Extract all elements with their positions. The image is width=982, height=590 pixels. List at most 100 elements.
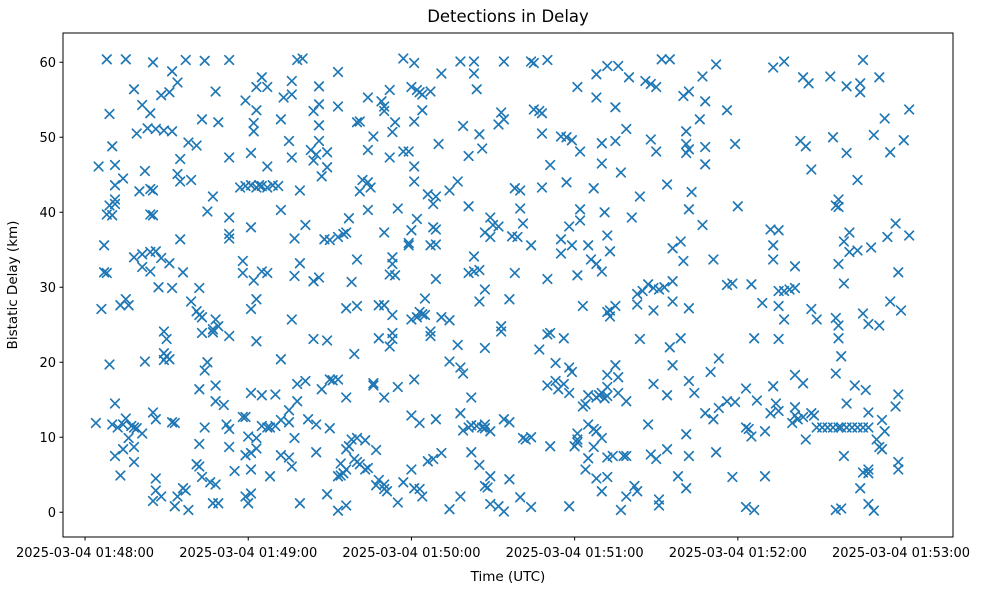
scatter-point-x-marker: [229, 465, 240, 477]
scatter-point-x-marker: [615, 167, 627, 178]
scatter-point-x-marker: [681, 483, 692, 494]
scatter-point-x-marker: [360, 435, 371, 446]
scatter-point-x-marker: [613, 387, 624, 399]
scatter-point-x-marker: [721, 396, 733, 407]
scatter-point-x-marker: [569, 441, 580, 452]
scatter-point-x-marker: [156, 90, 167, 101]
scatter-point-x-marker: [224, 423, 235, 435]
scatter-point-x-marker: [678, 255, 689, 267]
scatter-point-x-marker: [109, 450, 121, 462]
scatter-point-x-marker: [104, 108, 115, 120]
scatter-point-x-marker: [354, 186, 365, 197]
scatter-point-x-marker: [128, 456, 140, 468]
scatter-point-x-marker: [430, 191, 442, 202]
scatter-point-x-marker: [207, 324, 219, 335]
scatter-point-x-marker: [428, 198, 439, 210]
scatter-point-x-marker: [675, 333, 686, 344]
scatter-point-x-marker: [498, 56, 510, 67]
scatter-point-x-marker: [661, 390, 673, 401]
scatter-point-x-marker: [275, 450, 287, 461]
scatter-point-x-marker: [602, 230, 613, 241]
x-tick-label: 2025-03-04 01:49:00: [179, 546, 317, 561]
scatter-point-x-marker: [240, 491, 251, 502]
scatter-point-x-marker: [885, 147, 896, 158]
scatter-point-x-marker: [667, 243, 678, 254]
scatter-point-x-marker: [417, 309, 428, 320]
scatter-point-x-marker: [482, 482, 493, 493]
scatter-point-x-marker: [528, 104, 539, 115]
scatter-point-x-marker: [591, 473, 602, 484]
scatter-point-x-marker: [392, 497, 403, 508]
scatter-point-x-marker: [248, 117, 259, 129]
scatter-point-x-marker: [379, 101, 390, 112]
scatter-point-x-marker: [275, 204, 287, 216]
scatter-point-x-marker: [827, 132, 839, 143]
scatter-point-x-marker: [632, 486, 643, 497]
scatter-point-x-marker: [588, 441, 599, 453]
scatter-point-x-marker: [566, 135, 578, 146]
scatter-point-x-marker: [98, 267, 110, 278]
scatter-point-x-marker: [387, 258, 398, 270]
scatter-point-x-marker: [109, 180, 121, 191]
scatter-point-x-marker: [452, 339, 463, 351]
scatter-point-x-marker: [898, 135, 909, 146]
scatter-point-x-marker: [577, 300, 588, 312]
scatter-point-x-marker: [417, 491, 428, 502]
scatter-point-x-marker: [659, 282, 670, 293]
plot-area: [62, 32, 954, 538]
scatter-point-x-marker: [180, 54, 191, 66]
scatter-point-x-marker: [430, 273, 442, 285]
scatter-point-x-marker: [419, 309, 431, 321]
scatter-point-x-marker: [134, 186, 145, 197]
scatter-point-x-marker: [406, 81, 417, 93]
scatter-point-x-marker: [566, 240, 578, 251]
scatter-point-x-marker: [637, 285, 648, 297]
scatter-point-x-marker: [436, 447, 447, 459]
scatter-point-x-marker: [120, 294, 131, 305]
scatter-point-x-marker: [210, 396, 221, 407]
scatter-point-x-marker: [452, 176, 463, 187]
scatter-point-x-marker: [218, 399, 229, 411]
scatter-point-x-marker: [583, 453, 594, 464]
scatter-point-x-marker: [768, 240, 779, 251]
scatter-point-x-marker: [787, 417, 798, 429]
scatter-point-x-marker: [561, 132, 572, 143]
scatter-point-x-marker: [384, 84, 395, 96]
scatter-point-x-marker: [800, 434, 811, 445]
scatter-point-x-marker: [455, 491, 466, 502]
scatter-point-x-marker: [613, 372, 624, 383]
scatter-point-x-marker: [708, 254, 719, 265]
scatter-point-x-marker: [207, 327, 219, 338]
scatter-point-x-marker: [343, 213, 355, 224]
scatter-point-x-marker: [147, 210, 159, 221]
scatter-point-x-marker: [561, 177, 572, 188]
scatter-point-x-marker: [253, 180, 265, 191]
scatter-point-x-marker: [683, 86, 695, 97]
scatter-point-x-marker: [316, 384, 327, 395]
scatter-point-x-marker: [93, 161, 104, 172]
scatter-point-x-marker: [139, 165, 151, 177]
scatter-point-x-marker: [145, 209, 156, 220]
scatter-point-x-marker: [150, 123, 161, 135]
scatter-point-x-marker: [566, 366, 578, 378]
scatter-point-x-marker: [457, 368, 469, 379]
scatter-point-x-marker: [803, 78, 814, 89]
scatter-point-x-marker: [789, 282, 801, 294]
scatter-point-x-marker: [164, 87, 175, 98]
scatter-point-x-marker: [406, 410, 417, 421]
scatter-point-x-marker: [139, 356, 151, 367]
scatter-point-x-marker: [893, 267, 904, 278]
scatter-point-x-marker: [773, 405, 784, 417]
scatter-point-x-marker: [128, 441, 140, 453]
scatter-point-x-marker: [610, 135, 621, 147]
scatter-point-x-marker: [248, 126, 259, 137]
scatter-point-x-marker: [634, 191, 646, 202]
scatter-point-x-marker: [512, 231, 523, 243]
scatter-point-x-marker: [689, 387, 700, 399]
scatter-point-x-marker: [409, 176, 420, 187]
scatter-point-x-marker: [302, 414, 314, 425]
scatter-point-x-marker: [648, 282, 659, 294]
scatter-point-x-marker: [849, 380, 860, 391]
scatter-point-x-marker: [893, 464, 904, 475]
scatter-point-x-marker: [262, 422, 273, 433]
